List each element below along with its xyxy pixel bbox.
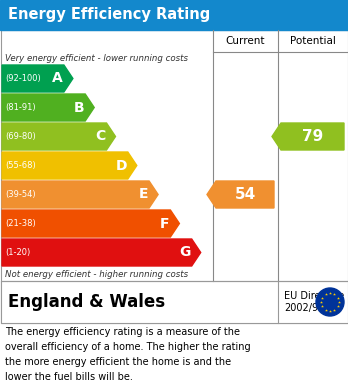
Text: B: B <box>73 100 84 115</box>
Text: Current: Current <box>226 36 265 46</box>
Text: F: F <box>160 217 169 231</box>
Text: C: C <box>95 129 105 143</box>
Text: the more energy efficient the home is and the: the more energy efficient the home is an… <box>5 357 231 367</box>
Text: A: A <box>52 72 63 86</box>
Text: (69-80): (69-80) <box>5 132 36 141</box>
Text: (1-20): (1-20) <box>5 248 30 257</box>
Text: England & Wales: England & Wales <box>8 293 165 311</box>
Text: Energy Efficiency Rating: Energy Efficiency Rating <box>8 7 210 23</box>
Text: E: E <box>139 188 148 201</box>
Text: Very energy efficient - lower running costs: Very energy efficient - lower running co… <box>5 54 188 63</box>
Text: 54: 54 <box>234 187 256 202</box>
Text: lower the fuel bills will be.: lower the fuel bills will be. <box>5 372 133 382</box>
Polygon shape <box>2 65 73 92</box>
Text: (21-38): (21-38) <box>5 219 36 228</box>
Text: (39-54): (39-54) <box>5 190 35 199</box>
Bar <box>0 30 348 323</box>
Polygon shape <box>2 181 158 208</box>
Polygon shape <box>207 181 274 208</box>
Polygon shape <box>2 123 116 150</box>
Text: D: D <box>115 158 127 172</box>
Polygon shape <box>272 123 344 150</box>
Circle shape <box>316 288 344 316</box>
Polygon shape <box>2 239 201 266</box>
Text: EU Directive: EU Directive <box>284 291 344 301</box>
Text: (81-91): (81-91) <box>5 103 35 112</box>
Text: (92-100): (92-100) <box>5 74 41 83</box>
Text: Not energy efficient - higher running costs: Not energy efficient - higher running co… <box>5 270 188 279</box>
Polygon shape <box>2 94 94 121</box>
Text: 79: 79 <box>302 129 323 144</box>
Polygon shape <box>2 152 137 179</box>
Text: overall efficiency of a home. The higher the rating: overall efficiency of a home. The higher… <box>5 342 251 352</box>
Text: Potential: Potential <box>290 36 336 46</box>
Text: 2002/91/EC: 2002/91/EC <box>284 303 340 313</box>
Text: The energy efficiency rating is a measure of the: The energy efficiency rating is a measur… <box>5 327 240 337</box>
Bar <box>0 0 348 30</box>
Text: G: G <box>179 246 191 260</box>
Text: (55-68): (55-68) <box>5 161 36 170</box>
Polygon shape <box>2 210 180 237</box>
Bar <box>0 281 348 323</box>
